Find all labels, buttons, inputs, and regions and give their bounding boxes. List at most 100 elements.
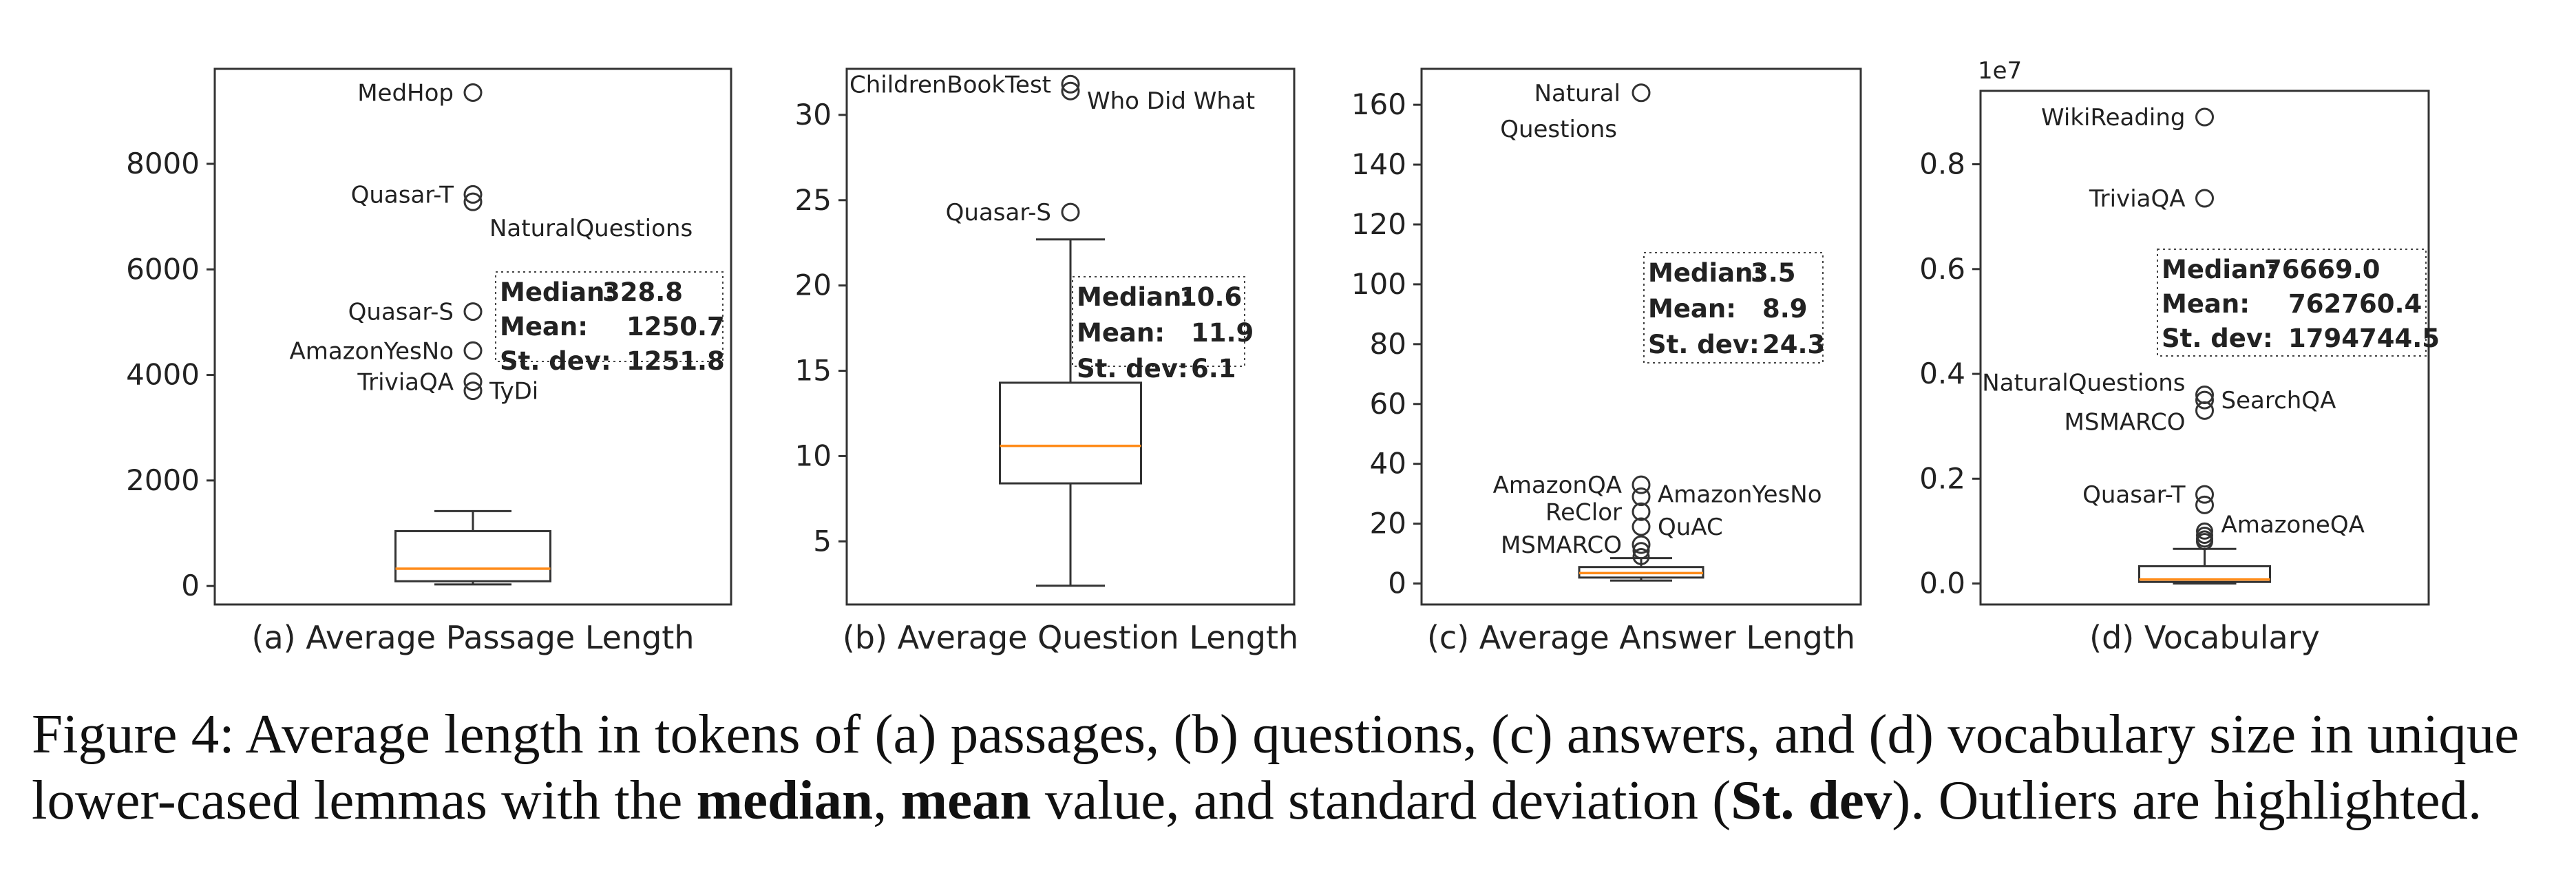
caption-text-3: value, and standard deviation ( — [1031, 769, 1731, 831]
stat-value: 76669.0 — [2264, 255, 2380, 284]
stat-value: 8.9 — [1762, 294, 1808, 324]
outlier-point — [2195, 189, 2214, 208]
y-tick-label: 4000 — [126, 358, 200, 392]
caption-text-4: ). Outliers are highlighted. — [1892, 769, 2482, 831]
y-tick-label: 5 — [813, 524, 832, 558]
x-axis-label: (b) Average Question Length — [843, 619, 1298, 656]
outlier-point — [2195, 495, 2214, 514]
axis-offset-label: 1e7 — [1978, 57, 2022, 85]
y-tick-label: 120 — [1351, 207, 1406, 241]
caption-text-1: Figure 4: Average length in tokens of (a… — [32, 703, 2520, 831]
outlier-point — [1632, 547, 1650, 565]
y-tick-label: 25 — [795, 183, 832, 217]
stat-value: 11.9 — [1191, 318, 1254, 348]
outlier-label: TyDi — [489, 378, 538, 406]
box-iqr — [999, 381, 1142, 485]
stat-label: St. dev: — [1648, 330, 1760, 359]
outlier-point — [1632, 542, 1650, 560]
y-tick-label: 80 — [1370, 327, 1406, 361]
outlier-label: WikiReading — [2041, 104, 2185, 131]
outlier-point — [463, 341, 483, 360]
outlier-label: Quasar-T — [351, 181, 454, 209]
outlier-label: AmazonYesNo — [289, 337, 454, 365]
plot-frame — [845, 67, 1296, 606]
stat-label: Mean: — [2162, 289, 2250, 319]
outlier-point — [1632, 502, 1651, 521]
plot-frame — [213, 67, 732, 606]
outlier-point — [1061, 74, 1080, 94]
outlier-point — [2195, 390, 2214, 410]
outlier-label: TriviaQA — [2089, 185, 2186, 213]
stat-value: 1794744.5 — [2288, 324, 2440, 353]
y-tick-label: 6000 — [126, 252, 200, 286]
outlier-label: ReClor — [1545, 498, 1622, 526]
outlier-point — [2196, 533, 2213, 551]
stat-label: St. dev: — [500, 346, 611, 376]
stat-label: Mean: — [1648, 294, 1736, 324]
stat-value: 1250.7 — [626, 312, 725, 341]
outlier-point — [1632, 83, 1651, 103]
outlier-label: MSMARCO — [2065, 408, 2186, 436]
stat-label: St. dev: — [2162, 324, 2273, 353]
outlier-point — [463, 381, 483, 401]
caption-text-2: , — [873, 769, 901, 831]
y-tick-label: 0 — [181, 569, 200, 602]
y-tick-label: 20 — [1370, 507, 1406, 540]
outlier-label: AmazonYesNo — [1658, 481, 1822, 509]
y-tick-label: 0.6 — [1919, 252, 1965, 286]
y-tick-label: 10 — [795, 439, 832, 472]
y-tick-label: 0.2 — [1919, 461, 1965, 495]
box-iqr — [2138, 565, 2271, 583]
plot-frame — [1979, 90, 2430, 606]
y-tick-label: 60 — [1370, 387, 1406, 421]
stat-value: 24.3 — [1762, 330, 1825, 359]
stats-box — [495, 271, 724, 362]
stat-value: 328.8 — [602, 277, 683, 307]
outlier-label: SearchQA — [2221, 387, 2336, 414]
y-tick-label: 2000 — [126, 463, 200, 497]
caption-bold-mean: mean — [900, 769, 1031, 831]
box-iqr — [394, 529, 551, 582]
outlier-point — [2195, 107, 2214, 127]
stat-label: Median: — [500, 277, 615, 307]
outlier-point — [2196, 522, 2213, 540]
x-axis-label: (d) Vocabulary — [2089, 619, 2320, 656]
outlier-point — [1061, 81, 1080, 101]
outlier-label: Quasar-T — [2082, 481, 2186, 509]
y-tick-label: 40 — [1370, 447, 1406, 481]
outlier-label: Quasar-S — [946, 199, 1051, 227]
figure-box-plots: 0 2000 4000 6000 8000 MedHop Quasar-T NaturalQu… — [126, 57, 2440, 656]
stat-value: 10.6 — [1179, 282, 1242, 312]
stats-box — [2157, 249, 2427, 357]
outlier-point — [463, 372, 483, 392]
x-axis-label: (a) Average Passage Length — [252, 619, 695, 656]
outlier-point — [1632, 475, 1651, 494]
outlier-label: Who Did What — [1087, 87, 1255, 115]
x-axis-label: (c) Average Answer Length — [1427, 619, 1855, 656]
y-tick-label: 0.8 — [1919, 147, 1965, 181]
y-tick-label: 15 — [795, 354, 832, 388]
stat-value: 6.1 — [1191, 354, 1236, 383]
outlier-label: MSMARCO — [1501, 532, 1622, 559]
outlier-point — [1632, 535, 1651, 554]
outlier-label: ChildrenBookTest — [849, 71, 1051, 98]
stat-label: Median: — [1648, 258, 1763, 288]
outlier-point — [463, 185, 483, 204]
outlier-point — [1632, 517, 1651, 536]
outlier-point — [1061, 202, 1080, 222]
figure-caption: Figure 4: Average length in tokens of (a… — [32, 701, 2551, 833]
outlier-point — [463, 302, 483, 322]
stats-box — [1072, 276, 1245, 367]
y-tick-label: 20 — [795, 269, 832, 302]
stat-label: St. dev: — [1077, 354, 1188, 383]
stat-label: Median: — [1077, 282, 1192, 312]
outlier-point — [2195, 485, 2214, 504]
outlier-label: NaturalQuestions — [1982, 370, 2185, 397]
stat-value: 3.5 — [1751, 258, 1796, 288]
y-tick-label: 30 — [795, 98, 832, 131]
y-tick-label: 8000 — [126, 147, 200, 180]
outlier-point — [1632, 487, 1651, 507]
outlier-label: QuAC — [1658, 514, 1723, 541]
outlier-label: NaturalQuestions — [489, 215, 693, 242]
outlier-label: AmazoneQA — [2221, 511, 2365, 538]
